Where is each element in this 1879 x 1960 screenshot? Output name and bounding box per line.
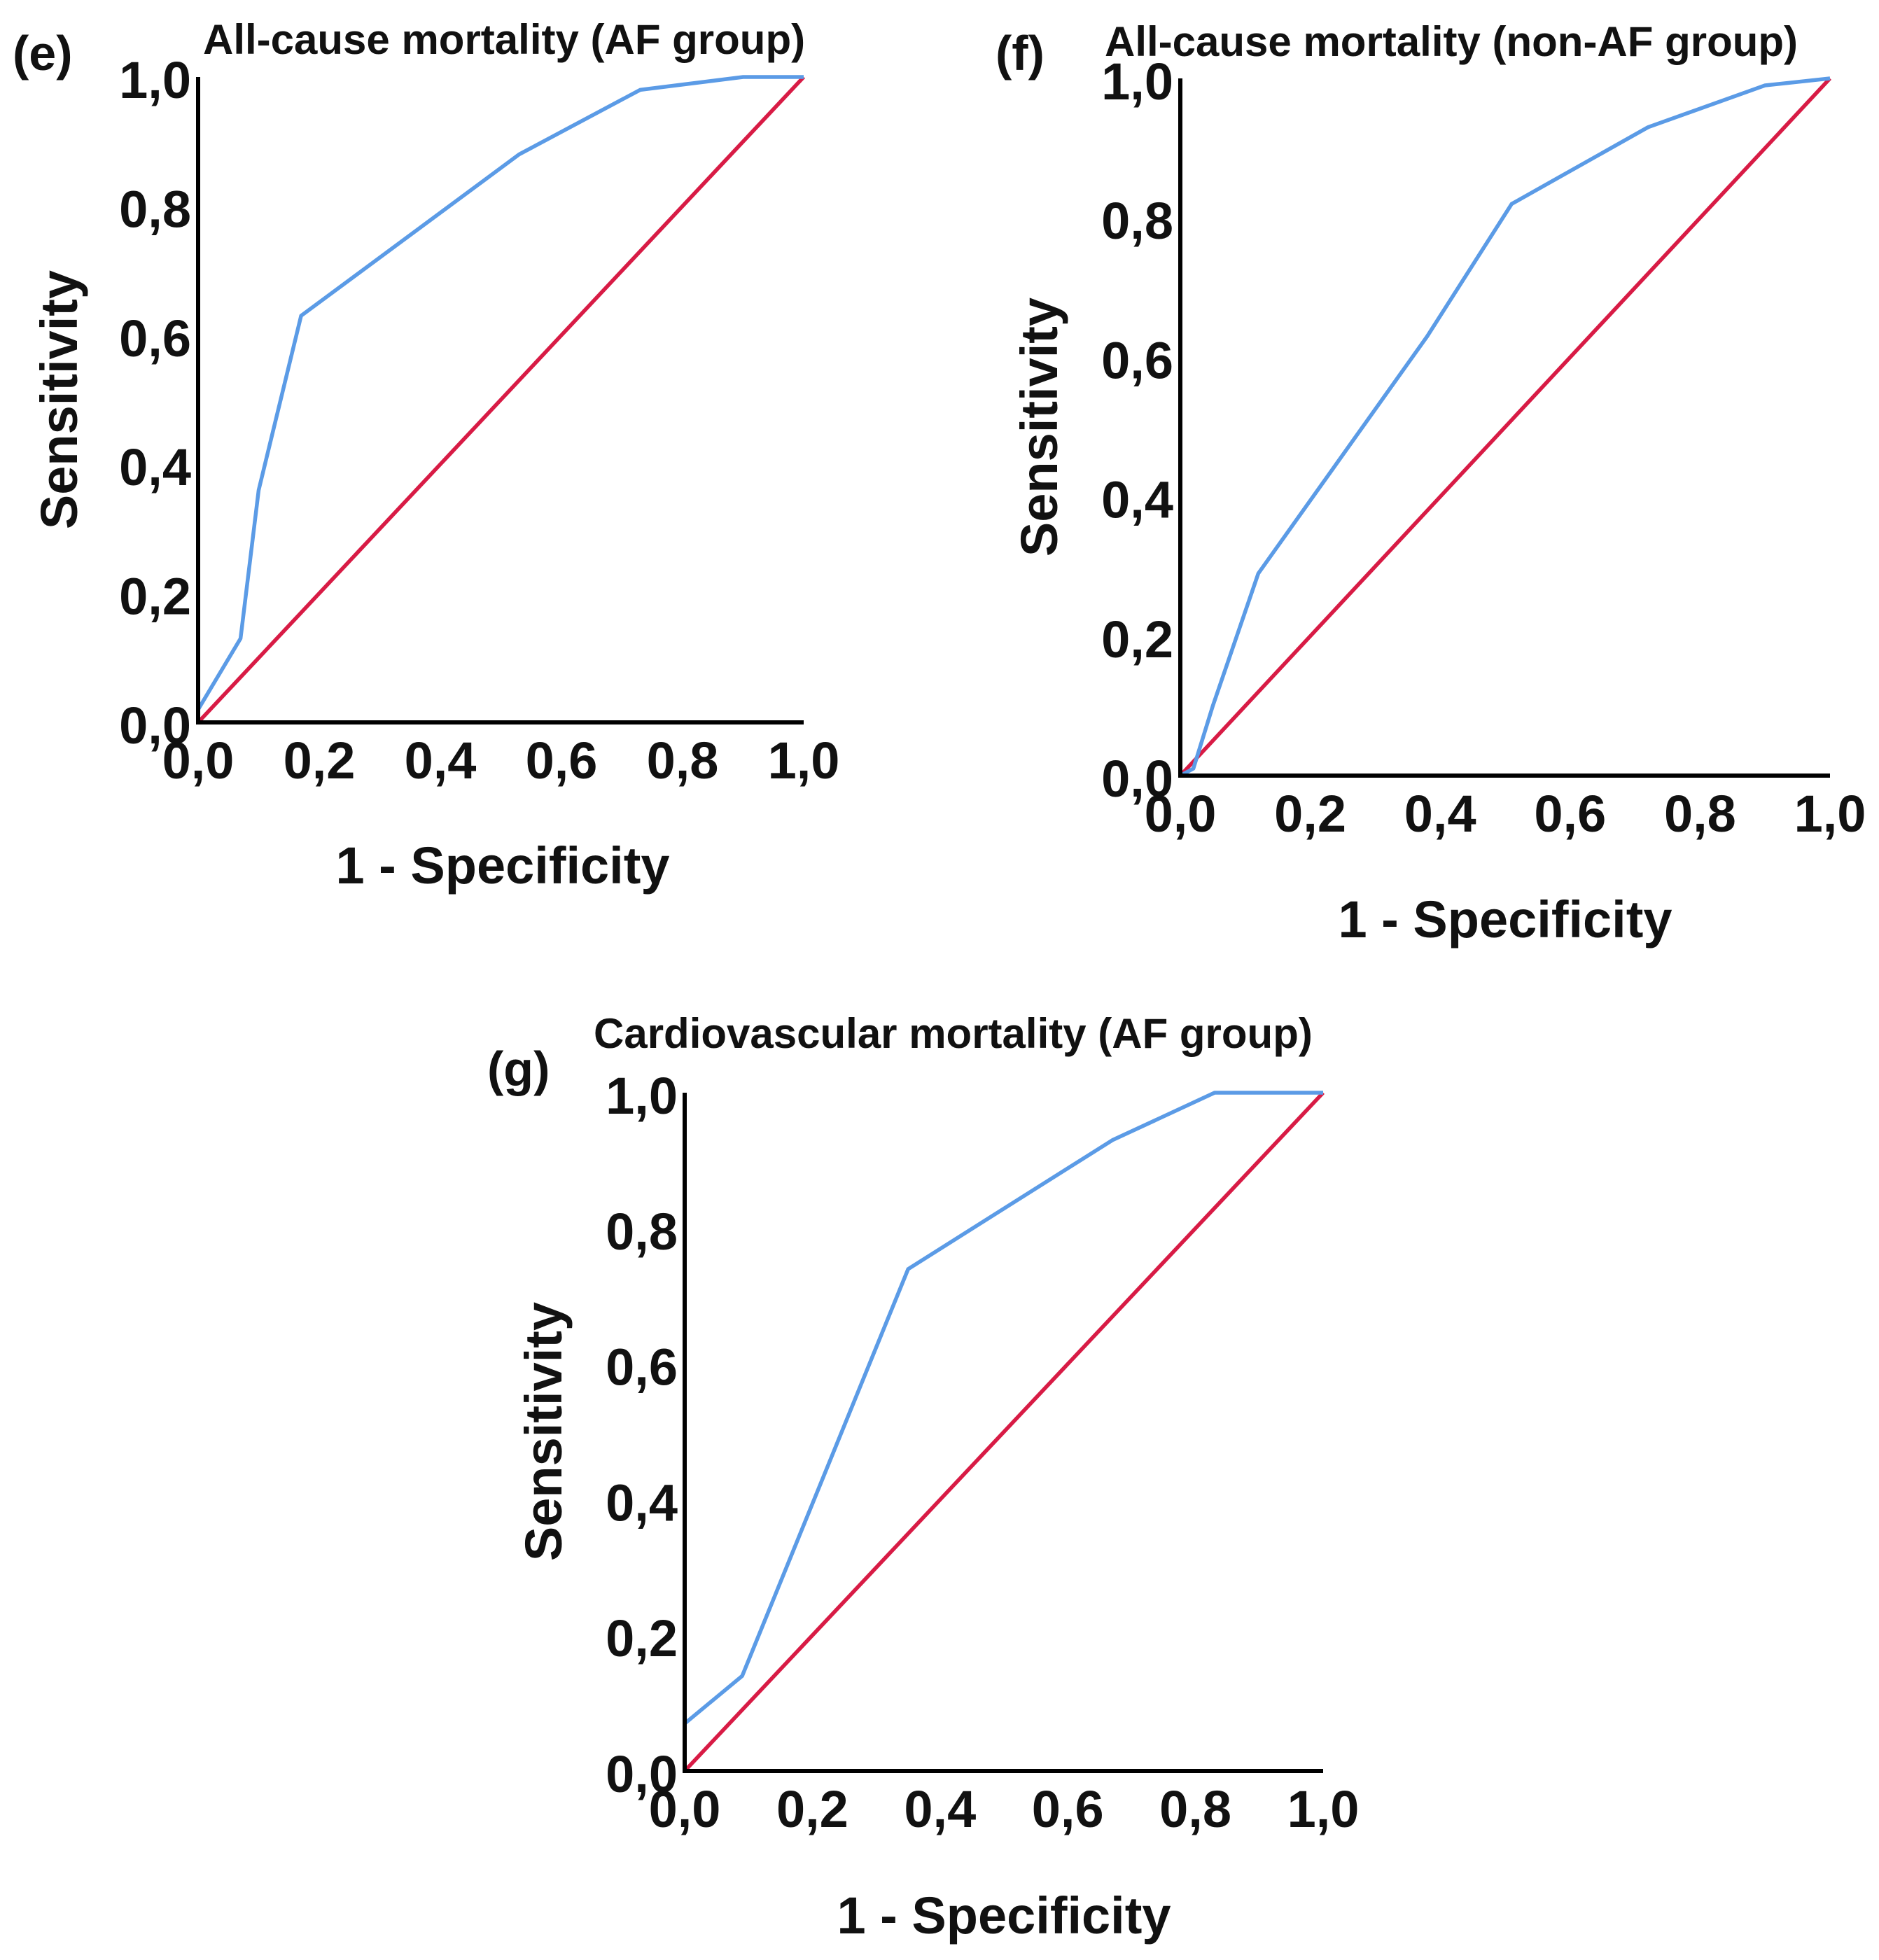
x-axis-label: 1 - Specificity — [837, 1886, 1171, 1945]
x-tick-label: 0,8 — [1664, 785, 1736, 843]
reference-line — [196, 76, 806, 724]
y-tick-label: 0,2 — [119, 568, 191, 626]
reference-line — [683, 1091, 1325, 1772]
y-axis-label: Sensitivity — [515, 1302, 573, 1561]
x-tick-label: 0,4 — [904, 1780, 976, 1838]
x-tick-label: 0,2 — [284, 732, 356, 790]
x-tick-label: 0,2 — [776, 1780, 848, 1838]
chart-title: Cardiovascular mortality (AF group) — [594, 1010, 1313, 1057]
y-tick-label: 1,0 — [1101, 52, 1173, 111]
y-tick-label: 0,2 — [606, 1609, 678, 1667]
x-tick-label: 0,8 — [1159, 1780, 1231, 1838]
x-tick-label: 0,2 — [1274, 785, 1346, 843]
x-tick-label: 0,0 — [1145, 785, 1217, 843]
panel-label: (g) — [487, 1042, 550, 1096]
x-tick-label: 0,0 — [162, 732, 235, 790]
y-tick-label: 1,0 — [119, 51, 191, 109]
x-axis-label: 1 - Specificity — [1338, 890, 1672, 948]
y-tick-label: 0,8 — [119, 180, 191, 238]
x-tick-label: 0,4 — [405, 732, 477, 790]
x-tick-label: 1,0 — [1287, 1780, 1360, 1838]
x-tick-label: 0,6 — [1032, 1780, 1104, 1838]
y-tick-label: 0,4 — [1101, 471, 1173, 529]
panel-label: (e) — [13, 26, 73, 80]
y-tick-label: 0,0 — [119, 696, 191, 755]
roc-curve-line — [196, 75, 804, 722]
y-tick-label: 0,0 — [606, 1745, 678, 1803]
x-tick-label: 0,8 — [647, 732, 719, 790]
roc-curve-line — [1179, 76, 1831, 778]
x-tick-label: 0,6 — [526, 732, 598, 790]
x-tick-label: 1,0 — [768, 732, 840, 790]
y-tick-label: 0,6 — [606, 1338, 678, 1396]
panel-label: (f) — [996, 26, 1045, 80]
chart-title: All-cause mortality (AF group) — [203, 16, 805, 63]
y-tick-label: 1,0 — [606, 1067, 678, 1125]
x-tick-label: 0,0 — [649, 1780, 721, 1838]
y-tick-label: 0,4 — [119, 438, 191, 496]
y-axis-label: Sensitivity — [30, 270, 88, 529]
y-tick-label: 0,2 — [1101, 610, 1173, 668]
roc-panel-g: (g) Cardiovascular mortality (AF group) 0,… — [487, 1010, 1359, 1945]
y-axis-label: Sensitivity — [1010, 298, 1068, 556]
chart-title: All-cause mortality (non-AF group) — [1105, 18, 1798, 65]
y-tick-label: 0,4 — [606, 1474, 678, 1532]
roc-panel-f: (f) All-cause mortality (non-AF group) 0,0… — [996, 18, 1866, 948]
x-tick-label: 0,4 — [1404, 785, 1476, 843]
x-axis-label: 1 - Specificity — [335, 836, 669, 895]
y-tick-label: 0,0 — [1101, 750, 1173, 808]
y-tick-label: 0,8 — [606, 1203, 678, 1261]
y-tick-label: 0,6 — [1101, 331, 1173, 389]
roc-panel-e: (e) All-cause mortality (AF group) 0,0 0,2 0… — [13, 16, 839, 895]
y-tick-label: 0,8 — [1101, 192, 1173, 250]
x-tick-label: 1,0 — [1794, 785, 1866, 843]
y-tick-label: 0,6 — [119, 309, 191, 368]
x-tick-label: 0,6 — [1534, 785, 1606, 843]
reference-line — [1178, 77, 1832, 777]
